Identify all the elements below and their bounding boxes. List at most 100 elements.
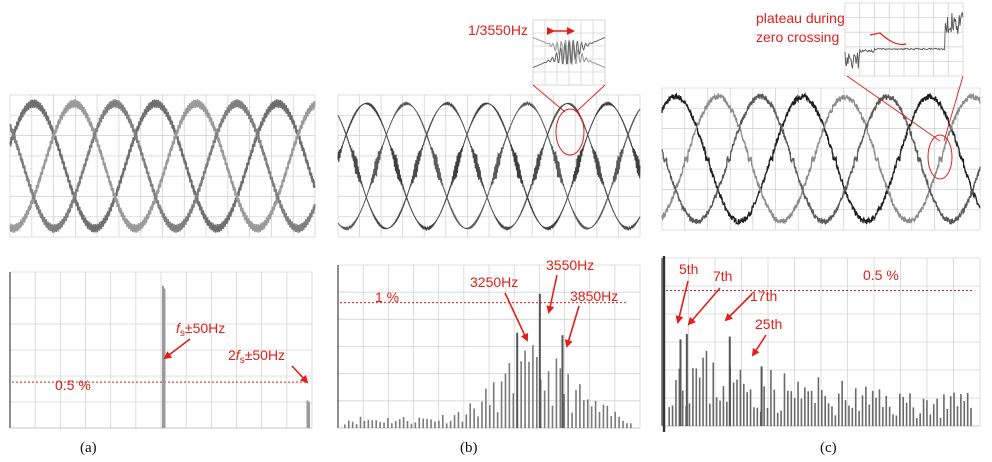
bar (457, 412, 460, 428)
bar (598, 411, 601, 428)
bar (626, 423, 628, 428)
bar (698, 377, 701, 426)
annotation-arrow (564, 305, 580, 348)
bar (919, 413, 921, 426)
bar (970, 407, 972, 426)
bar (712, 362, 715, 426)
zoom-line (532, 84, 566, 113)
bar (590, 406, 593, 428)
annot-a-fs-italic: f (176, 320, 182, 336)
bar (473, 408, 475, 428)
bar (367, 419, 370, 428)
inset-trace (532, 37, 606, 68)
bar (410, 423, 413, 428)
bar (363, 420, 366, 428)
phase-1-trace (661, 92, 981, 226)
bar (394, 421, 397, 428)
caption-a: (a) (80, 440, 97, 456)
annot-c-plateau-2: zero crossing (756, 29, 839, 45)
bar (469, 403, 472, 428)
bar (422, 418, 424, 428)
bar (453, 415, 456, 428)
bar (692, 368, 694, 426)
bar (824, 396, 826, 426)
phase-3-trace (9, 99, 316, 233)
bar (575, 390, 577, 428)
wc-grid (661, 87, 981, 231)
bar (746, 392, 748, 426)
bar (899, 393, 901, 426)
bar (922, 398, 925, 426)
bar (520, 361, 522, 428)
bar (956, 406, 959, 426)
bar (719, 400, 721, 426)
bar (359, 416, 362, 428)
insetC-grid (844, 2, 964, 77)
caption-c: (c) (820, 440, 837, 456)
zoom-line (575, 84, 606, 113)
bar (614, 411, 616, 428)
bar (861, 395, 864, 426)
bar (878, 389, 881, 426)
inset-b-zoom (532, 19, 606, 156)
bar (780, 410, 782, 426)
bar (763, 386, 765, 426)
bar (817, 377, 820, 426)
bar (963, 400, 966, 426)
bar (351, 421, 354, 428)
bar (434, 421, 436, 428)
zoom-line (943, 75, 964, 142)
bar (695, 368, 698, 426)
bar (387, 418, 389, 428)
bar (398, 419, 401, 428)
annot-c-7th: 7th (713, 268, 732, 284)
bar (668, 407, 670, 426)
bar (841, 380, 843, 426)
bar (827, 403, 830, 426)
annot-c-25th: 25th (755, 316, 782, 332)
annot-c-17th: 17th (750, 288, 777, 304)
bar (496, 412, 499, 428)
bar (770, 369, 772, 426)
bar (868, 404, 871, 426)
bar (586, 399, 589, 428)
panel-a-waveform (9, 94, 316, 238)
panel-b-spectrum (337, 264, 641, 429)
bar (543, 390, 546, 428)
bar (414, 422, 417, 428)
bar (375, 420, 377, 428)
bar (465, 414, 468, 428)
bar (726, 401, 728, 426)
bar (926, 400, 928, 426)
phase-1-trace (9, 99, 316, 233)
bar (936, 398, 938, 426)
bar (797, 381, 799, 426)
bar (547, 371, 550, 428)
bar (854, 388, 857, 426)
inset-trace (532, 37, 606, 68)
bar (783, 373, 786, 426)
bar (776, 412, 779, 426)
bar (909, 393, 911, 426)
bar (512, 393, 515, 428)
bar (161, 285, 164, 428)
bar (679, 339, 682, 426)
bar (536, 356, 538, 428)
zoom-ellipse (555, 108, 585, 156)
bar (438, 420, 440, 428)
bar (671, 405, 674, 426)
bar (379, 421, 381, 428)
bar (821, 390, 823, 426)
bar (732, 382, 735, 426)
bar (960, 394, 962, 426)
bar (915, 418, 918, 426)
bar (571, 412, 573, 428)
annot-c-plateau-1: plateau during (756, 10, 845, 26)
bar (837, 393, 840, 426)
bar (594, 401, 597, 428)
bar (848, 405, 850, 426)
bar (567, 374, 569, 428)
bar (705, 350, 708, 426)
bar (355, 424, 358, 428)
